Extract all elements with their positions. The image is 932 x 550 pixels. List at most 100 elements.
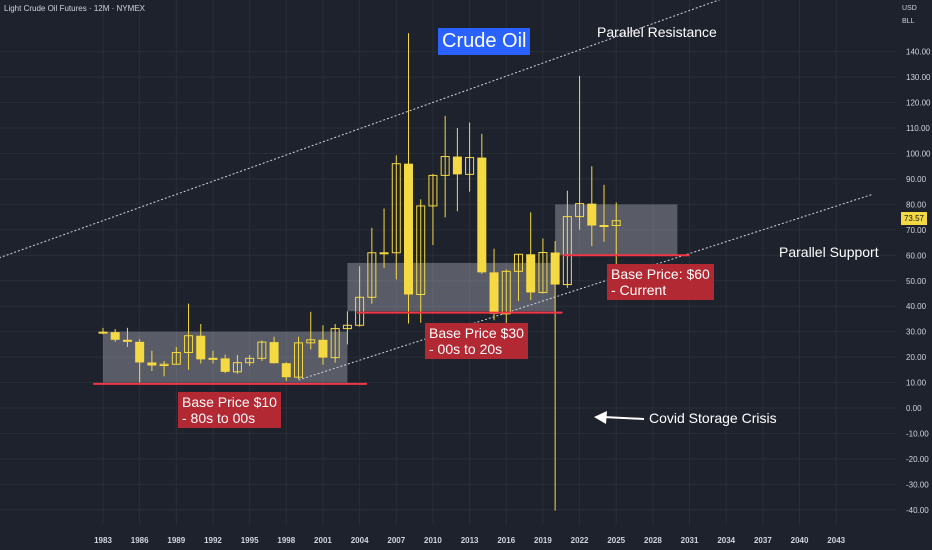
candle-body [245,357,255,364]
candle-body [587,203,597,226]
candle-body [342,324,352,330]
symbol-title: Light Crude Oil Futures · 12M · NYMEX [4,4,145,13]
x-tick-label: 2022 [571,536,589,545]
x-tick-label: 1995 [241,536,259,545]
y-tick-label: 50.00 [906,277,927,286]
candle-body [550,252,560,285]
y-tick-label: 0.00 [906,404,922,413]
candle [342,311,352,345]
x-tick-label: 2001 [314,536,332,545]
candle-body [513,253,523,272]
x-tick-label: 2013 [461,536,479,545]
candle-body [575,203,585,218]
currency-unit-box[interactable]: USD BLL [896,2,932,28]
y-tick-label: -20.00 [906,455,929,464]
y-tick-label: -30.00 [906,480,929,489]
candle [465,122,475,192]
candle-body [489,272,499,314]
candle [367,227,377,304]
candle-body [306,339,316,344]
candle [513,253,523,302]
candle-body [611,220,621,227]
candle [404,33,413,324]
trendline-parallel-support [298,193,874,381]
candles [98,33,621,511]
candle [208,350,218,364]
y-tick-label: 120.00 [906,99,931,108]
y-tick-label: 30.00 [906,328,927,337]
y-tick-label: 40.00 [906,302,927,311]
x-tick-label: 2037 [754,536,772,545]
candle-body [257,341,267,359]
candle [220,354,230,374]
candle-body [330,328,340,359]
candle [391,155,401,280]
x-tick-label: 2025 [607,536,625,545]
x-tick-label: 2019 [534,536,552,545]
x-tick-label: 2028 [644,536,662,545]
candle-body [294,342,304,378]
x-tick-label: 2034 [717,536,735,545]
candle [184,303,194,370]
candle-body [269,342,279,364]
y-tick-label: 80.00 [906,200,927,209]
candle-body [147,362,157,366]
candle [245,355,255,367]
y-tick-label: 20.00 [906,353,927,362]
candle-body [440,156,450,176]
candle [611,202,621,268]
candle [550,241,560,511]
candle-body [135,341,145,363]
y-tick-label: 60.00 [906,251,927,260]
candle-body [379,252,389,255]
candle [306,311,316,350]
candle [379,208,389,269]
candle [98,327,108,335]
candle-body [220,358,230,372]
candle-body [208,357,218,360]
base-price-10-badge: Base Price $10 - 80s to 00s [178,392,281,428]
candle [355,266,365,327]
parallel-resistance-label: Parallel Resistance [597,24,717,40]
base-price-30-badge: Base Price $30 - 00s to 20s [425,323,528,359]
candle-body [477,157,487,273]
x-tick-label: 1989 [167,536,185,545]
candle [294,336,304,379]
candle-body [355,296,365,326]
x-tick-label: 1986 [131,536,149,545]
candle-body [599,225,609,228]
x-axis[interactable]: 1983 1986 1989 1992 1995 1998 2001 2004 2007 2010… [94,536,846,545]
support-levels [93,254,690,385]
candle [232,355,242,374]
unit-label: BLL [902,18,915,25]
y-tick-label: 100.00 [906,150,931,159]
candle [110,329,120,342]
candle [257,340,267,361]
y-tick-label: -10.00 [906,429,929,438]
trendline-parallel-resistance [0,0,721,259]
candle [599,184,609,242]
y-tick-label: 130.00 [906,73,931,82]
crude-oil-title: Crude Oil [438,28,531,55]
parallel-support-label: Parallel Support [779,244,879,260]
candle [135,339,145,383]
x-tick-label: 2031 [681,536,699,545]
candle-body [196,335,206,360]
x-tick-label: 2043 [827,536,845,545]
y-tick-label: -40.00 [906,506,929,515]
candle-body [404,163,413,295]
candle-body [428,174,438,207]
candle [575,75,585,230]
x-tick-label: 2004 [351,536,369,545]
candle [562,190,572,288]
candle-body [416,205,426,295]
y-tick-label: 110.00 [906,124,930,133]
x-tick-label: 2016 [497,536,515,545]
candle-body [526,254,536,293]
candle [269,336,279,364]
candle [122,327,132,347]
candle [196,324,206,364]
y-axis[interactable]: 140.00 130.00 120.00 110.00 100.00 90.00 80.00… [906,48,931,515]
